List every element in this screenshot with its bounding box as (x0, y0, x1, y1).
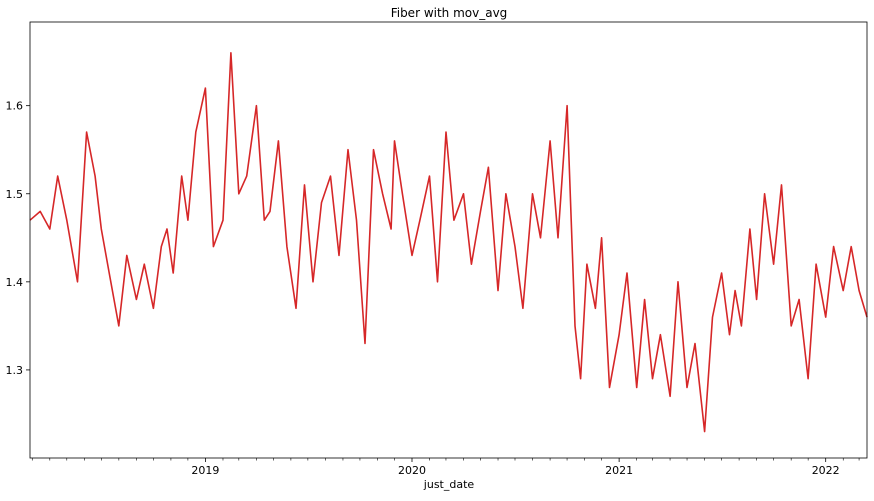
x-tick-label: 2022 (812, 464, 840, 477)
plot-area-frame (29, 21, 868, 459)
chart-title: Fiber with mov_avg (391, 6, 508, 20)
y-tick-label: 1.5 (6, 188, 24, 201)
x-axis-label: just_date (423, 478, 475, 491)
x-tick-label: 2020 (398, 464, 426, 477)
x-tick-label: 2019 (191, 464, 219, 477)
y-tick-label: 1.4 (6, 276, 24, 289)
axis-ticks: 1.3 1.4 1.5 1.6 2019 2020 2021 2022 (6, 100, 860, 477)
x-tick-label: 2021 (605, 464, 633, 477)
y-tick-label: 1.3 (6, 364, 24, 377)
y-tick-label: 1.6 (6, 100, 24, 113)
series-line (29, 52, 868, 433)
